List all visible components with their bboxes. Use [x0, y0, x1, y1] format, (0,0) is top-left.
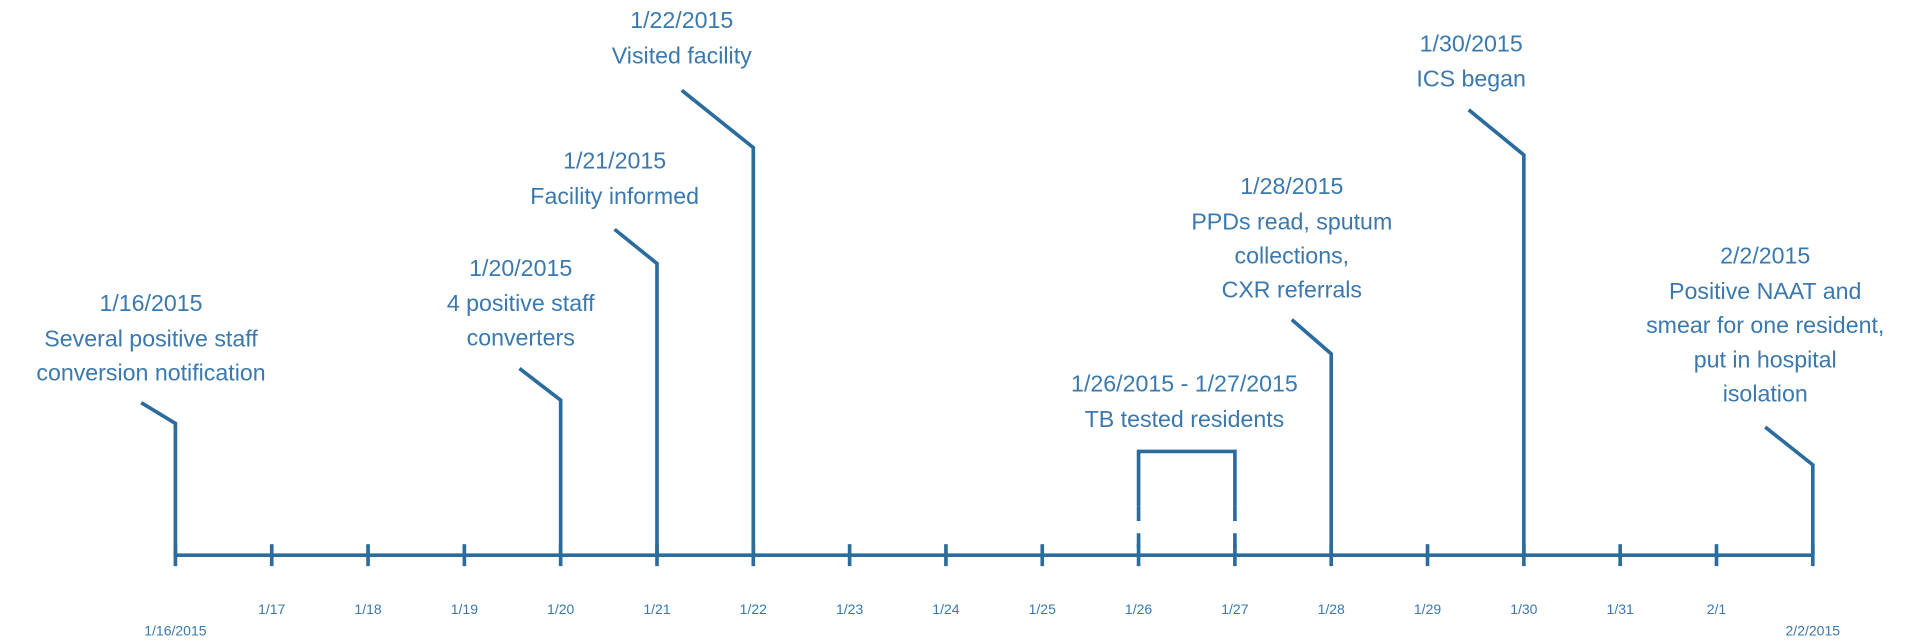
event-date: 1/26/2015 - 1/27/2015	[1071, 371, 1298, 397]
event-text: Positive NAAT and	[1669, 278, 1861, 304]
event-date: 1/21/2015	[563, 147, 666, 173]
tick-label: 1/25	[1029, 601, 1056, 617]
event-text: isolation	[1723, 380, 1808, 406]
range-bracket	[1136, 449, 1237, 507]
tick-label: 1/28	[1318, 601, 1345, 617]
event-date: 1/16/2015	[99, 290, 202, 316]
tick-label: 1/16/2015	[144, 623, 207, 639]
event-text: TB tested residents	[1085, 406, 1285, 432]
tick-label: 1/21	[643, 601, 670, 617]
tick-label: 1/30	[1510, 601, 1537, 617]
tick-label: 1/29	[1414, 601, 1441, 617]
event-connector	[1764, 425, 1815, 556]
event-date: 2/2/2015	[1720, 243, 1810, 269]
event-text: Several positive staff	[44, 326, 258, 352]
tick-label: 2/1	[1707, 601, 1727, 617]
event-text: CXR referrals	[1222, 277, 1362, 303]
event-text: conversion notification	[36, 360, 265, 386]
event-text: PPDs read, sputum	[1191, 208, 1392, 234]
event-date: 1/22/2015	[630, 7, 733, 33]
tick-label: 1/23	[836, 601, 863, 617]
event-connector	[680, 88, 756, 556]
tick-label: 1/19	[451, 601, 478, 617]
event-connector	[518, 367, 563, 556]
event-text: collections,	[1234, 243, 1349, 269]
tick-label: 1/17	[258, 601, 285, 617]
event-text: Visited facility	[612, 42, 752, 68]
event-date: 1/28/2015	[1240, 173, 1343, 199]
event-connector	[1467, 108, 1526, 556]
event-text: smear for one resident,	[1646, 312, 1884, 338]
event-text: Facility informed	[530, 183, 699, 209]
tick-label: 1/26	[1125, 601, 1152, 617]
event-text: 4 positive staff	[447, 290, 595, 316]
event-text: put in hospital	[1694, 346, 1837, 372]
event-date: 1/20/2015	[469, 255, 572, 281]
event-connector	[1290, 318, 1334, 556]
tick-label: 1/27	[1221, 601, 1248, 617]
event-text: converters	[467, 324, 575, 350]
tick-label: 1/18	[354, 601, 381, 617]
event-connector	[140, 401, 178, 556]
event-connector	[613, 227, 659, 556]
tick-label: 1/31	[1607, 601, 1634, 617]
event-text: ICS began	[1416, 66, 1526, 92]
tick-label: 1/22	[740, 601, 767, 617]
tick-label: 1/24	[932, 601, 959, 617]
event-date: 1/30/2015	[1420, 30, 1523, 56]
tick-label: 2/2/2015	[1786, 623, 1841, 639]
tick-label: 1/20	[547, 601, 574, 617]
